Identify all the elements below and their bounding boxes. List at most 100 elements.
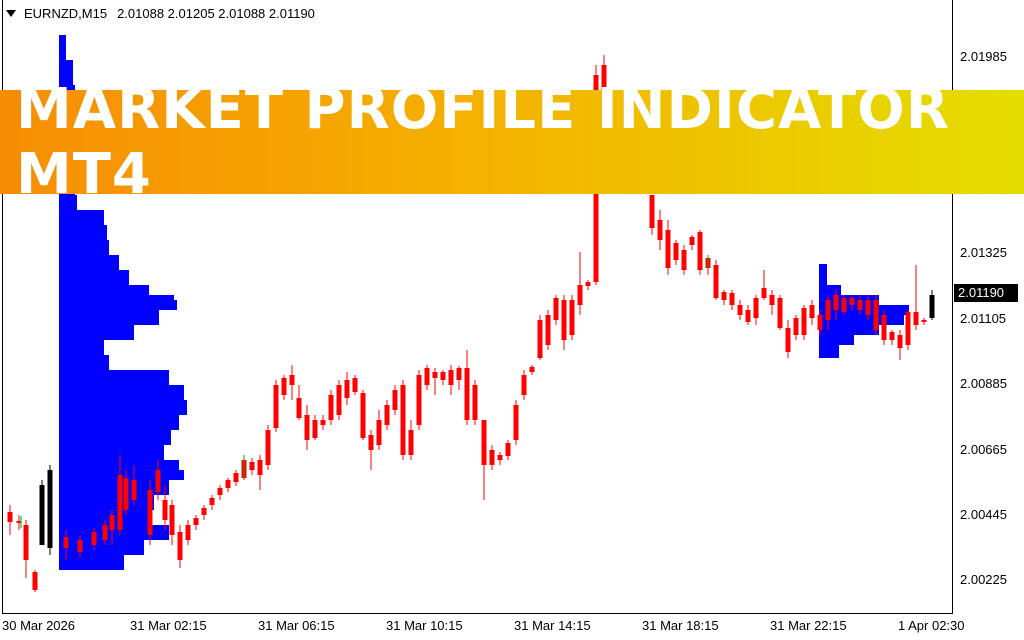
candle-body: [225, 480, 231, 488]
candle-body: [737, 305, 743, 315]
candle-body: [577, 285, 583, 305]
candle-body: [102, 525, 108, 540]
candle-body: [721, 292, 727, 300]
profile-bar: [59, 540, 144, 555]
candle-body: [257, 460, 263, 475]
profile-bar: [819, 325, 879, 335]
candle-body: [537, 320, 543, 358]
candle-body: [777, 298, 783, 328]
candle-body: [817, 315, 823, 330]
ohlc-values: 2.01088 2.01205 2.01088 2.01190: [117, 6, 315, 21]
price-tick: 2.00225: [960, 572, 1007, 587]
time-tick: 1 Apr 02:30: [898, 618, 965, 633]
candle-body: [209, 498, 215, 505]
title-banner: MARKET PROFILE INDICATOR MT4: [0, 77, 1024, 207]
candle-body: [521, 375, 527, 395]
candle-body: [424, 368, 430, 385]
profile-bar: [59, 195, 77, 210]
candle-body: [320, 420, 326, 425]
candle-body: [368, 435, 374, 450]
profile-bar: [59, 270, 129, 285]
candle-body: [497, 455, 503, 460]
candle-body: [673, 243, 679, 260]
candle-body: [569, 300, 575, 335]
profile-bar: [59, 510, 149, 525]
price-tick: 2.01985: [960, 49, 1007, 64]
candle-body: [825, 300, 831, 320]
candle-body: [657, 220, 663, 240]
candle-body: [456, 368, 462, 380]
candle-body: [889, 332, 895, 340]
candle-body: [123, 478, 129, 510]
price-tick: 2.00665: [960, 442, 1007, 457]
price-chart[interactable]: [0, 0, 950, 612]
price-tick: 2.00885: [960, 376, 1007, 391]
candle-body: [649, 195, 655, 228]
candle-body: [91, 532, 97, 545]
candle-body: [281, 378, 287, 395]
candle-body: [63, 537, 69, 548]
candle-body: [352, 378, 358, 392]
price-tick: 2.01325: [960, 245, 1007, 260]
candle-body: [344, 380, 350, 398]
candle-body: [185, 525, 191, 540]
candle-body: [39, 485, 45, 545]
profile-bar: [819, 264, 827, 285]
profile-bar: [819, 285, 841, 295]
candle-body: [131, 480, 137, 500]
price-tick: 2.00445: [960, 507, 1007, 522]
profile-bar: [59, 400, 187, 415]
profile-bar: [59, 385, 184, 400]
candle-body: [376, 420, 382, 445]
candle-body: [360, 393, 366, 438]
banner-title: MARKET PROFILE INDICATOR MT4: [16, 77, 950, 207]
candle-body: [16, 521, 22, 523]
candle-body: [177, 532, 183, 560]
profile-bar: [59, 210, 104, 225]
time-tick: 31 Mar 06:15: [258, 618, 335, 633]
profile-bar: [59, 445, 164, 460]
candle-body: [745, 310, 751, 322]
candle-body: [384, 405, 390, 425]
candle-body: [7, 512, 13, 522]
candle-body: [489, 450, 495, 465]
time-tick: 31 Mar 02:15: [130, 618, 207, 633]
candle-body: [201, 508, 207, 515]
chart-window[interactable]: [2, 0, 953, 614]
candle-body: [147, 490, 153, 535]
candle-body: [448, 370, 454, 385]
profile-bar: [59, 430, 171, 445]
profile-bar: [819, 305, 909, 315]
profile-bar: [59, 555, 124, 570]
candle-body: [155, 470, 161, 492]
profile-bar: [819, 335, 854, 345]
candle-body: [296, 398, 302, 418]
candle-body: [665, 230, 671, 268]
profile-bar: [59, 285, 149, 295]
candle-body: [561, 300, 567, 340]
candle-body: [312, 420, 318, 438]
candle-body: [32, 572, 38, 590]
candle-body: [328, 395, 334, 420]
candle-body: [553, 298, 559, 320]
time-tick: 30 Mar 2026: [2, 618, 75, 633]
profile-bar: [59, 370, 169, 385]
candle-body: [265, 430, 271, 465]
candle-body: [109, 515, 115, 530]
candle-body: [440, 372, 446, 380]
current-price-label: 2.01190: [954, 284, 1018, 302]
candle-body: [761, 288, 767, 298]
candle-body: [921, 320, 927, 322]
profile-bar: [819, 315, 904, 325]
candle-body: [873, 300, 879, 330]
candle-body: [117, 475, 123, 530]
chart-menu-arrow-icon[interactable]: [6, 10, 16, 17]
candle-body: [23, 525, 29, 560]
profile-bar: [59, 255, 119, 270]
profile-bar: [59, 355, 109, 370]
profile-bar: [819, 345, 839, 358]
candle-body: [913, 312, 919, 325]
profile-bar: [59, 35, 66, 60]
candle-body: [713, 265, 719, 298]
candle-body: [193, 518, 199, 525]
